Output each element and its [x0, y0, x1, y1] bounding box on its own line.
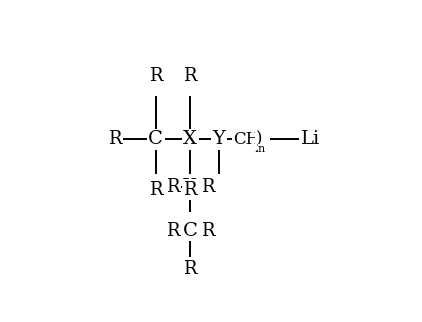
Text: Y: Y	[212, 130, 225, 148]
Text: n: n	[258, 144, 265, 154]
Text: R: R	[166, 222, 180, 240]
Text: R: R	[184, 260, 197, 278]
Text: R: R	[149, 181, 162, 199]
Text: C: C	[148, 130, 163, 148]
Text: Li: Li	[301, 130, 320, 148]
Text: R: R	[201, 222, 214, 240]
Text: R: R	[184, 67, 197, 85]
Text: (: (	[236, 130, 243, 147]
Text: R: R	[108, 130, 122, 148]
Text: 2: 2	[254, 144, 261, 154]
Text: C: C	[183, 222, 197, 240]
Text: R: R	[166, 178, 180, 196]
Text: R: R	[201, 178, 214, 196]
Text: ): )	[255, 130, 262, 147]
Text: R: R	[149, 67, 162, 85]
Text: R: R	[184, 181, 197, 199]
Text: X: X	[183, 178, 197, 196]
Text: CH: CH	[233, 130, 260, 147]
Text: X: X	[183, 130, 197, 148]
